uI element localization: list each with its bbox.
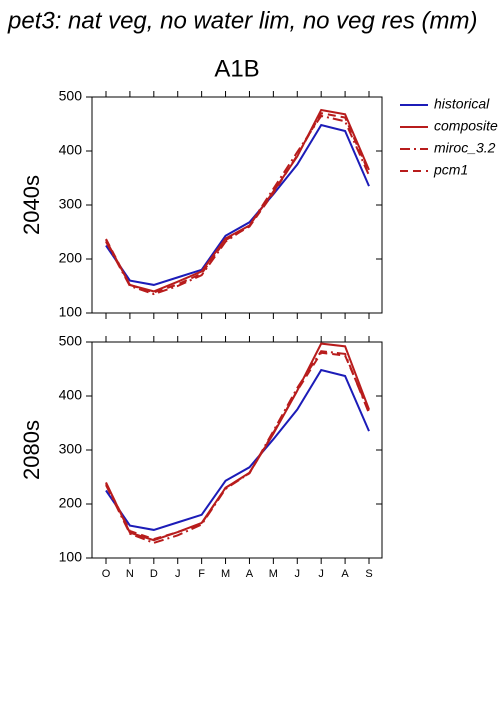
y-axis-label: 2080s	[19, 420, 44, 480]
page-title: pet3: nat veg, no water lim, no veg res …	[7, 7, 478, 34]
legend-label: composite	[434, 118, 498, 134]
series-line	[105, 368, 370, 531]
x-tick-label: F	[198, 568, 205, 580]
x-tick-label: J	[318, 568, 324, 580]
x-tick-label: S	[365, 568, 372, 580]
x-tick-label: M	[221, 568, 230, 580]
y-tick-label: 200	[59, 250, 83, 266]
x-tick-label: N	[126, 568, 134, 580]
y-tick-label: 500	[59, 333, 83, 349]
series-line	[105, 112, 370, 294]
x-tick-label: J	[175, 568, 181, 580]
x-tick-label: A	[246, 568, 254, 580]
x-tick-label: D	[150, 568, 158, 580]
y-tick-label: 500	[59, 88, 83, 104]
y-tick-label: 300	[59, 441, 83, 457]
x-tick-label: M	[269, 568, 278, 580]
panel-title: A1B	[214, 55, 259, 82]
y-tick-label: 400	[59, 387, 83, 403]
legend-label: miroc_3.2	[434, 140, 496, 156]
legend-label: historical	[434, 96, 490, 112]
y-axis-label: 2040s	[19, 175, 44, 235]
y-tick-label: 400	[59, 142, 83, 158]
x-tick-label: J	[295, 568, 301, 580]
legend-label: pcm1	[433, 162, 468, 178]
x-tick-label: O	[102, 568, 111, 580]
x-tick-label: A	[341, 568, 349, 580]
series-line	[105, 123, 370, 286]
series-line	[105, 351, 370, 541]
y-tick-label: 300	[59, 196, 83, 212]
y-tick-label: 100	[59, 304, 83, 320]
y-tick-label: 200	[59, 495, 83, 511]
y-tick-label: 100	[59, 549, 83, 565]
